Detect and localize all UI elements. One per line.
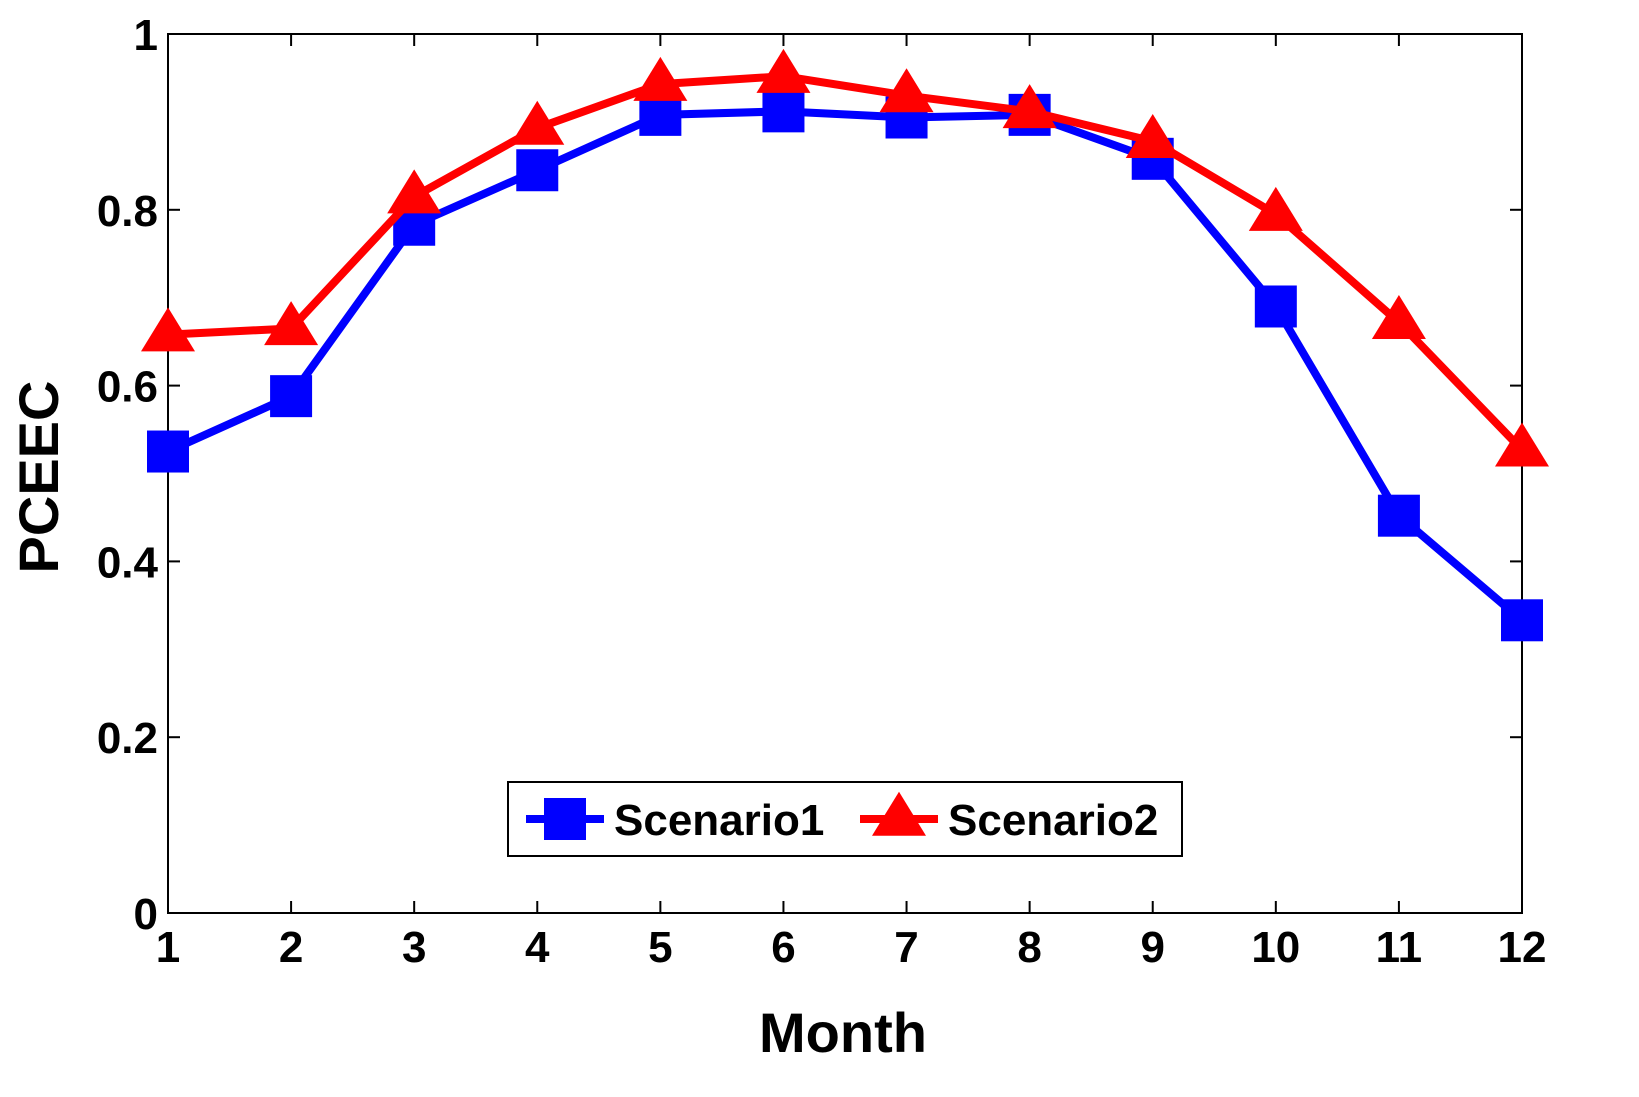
data-point [1377,494,1420,537]
data-point [1248,186,1303,231]
data-point [516,149,559,192]
legend-label: Scenario2 [948,796,1158,845]
x-tick-label: 8 [1017,923,1041,972]
x-tick-label: 6 [771,923,795,972]
series-group [141,48,1549,642]
data-point [762,90,805,133]
x-tick-label: 2 [279,923,303,972]
x-axis-label: Month [759,1001,927,1064]
x-tick-label: 10 [1251,923,1300,972]
series-line [167,72,1525,453]
axes-frame [167,33,1523,914]
data-point [633,56,688,101]
y-tick-label: 0.4 [97,538,159,587]
x-tick-label: 3 [402,923,426,972]
data-point [639,93,682,136]
data-point [1371,295,1426,340]
legend: Scenario1 Scenario2 [507,781,1183,857]
series-scenario2 [141,48,1549,467]
data-point [1501,599,1543,642]
data-point [270,375,313,418]
x-tick-label: 7 [894,923,918,972]
legend-marker [872,791,926,836]
legend-entry: Scenario2 [860,791,1158,845]
data-point [510,100,565,145]
data-point [264,301,319,346]
data-point [1125,113,1180,158]
legend-label: Scenario1 [614,796,824,845]
legend-box [507,781,1183,857]
x-tick-label: 9 [1140,923,1164,972]
legend-marker [544,798,586,840]
data-point [1254,285,1297,328]
data-point [1002,84,1057,129]
y-axis-label: PCEEC [7,381,70,574]
data-point [879,68,934,113]
y-tick-label: 0.2 [97,714,158,763]
series-line [166,107,1525,624]
x-tick-label: 11 [1376,923,1423,972]
data-point [141,307,195,352]
data-point [147,430,189,473]
y-tick-label: 1 [134,11,158,60]
x-tick-label: 12 [1498,923,1547,972]
data-point [1495,422,1549,467]
x-tick-label: 5 [648,923,672,972]
data-point [387,169,442,214]
y-tick-label: 0 [134,890,158,939]
y-tick-label: 0.6 [97,363,158,412]
data-point [756,48,811,93]
plot-area [167,33,1523,914]
x-tick-label: 1 [156,923,180,972]
x-tick-label: 4 [525,923,550,972]
legend-entry: Scenario1 [526,796,824,845]
y-tick-label: 0.8 [97,187,158,236]
